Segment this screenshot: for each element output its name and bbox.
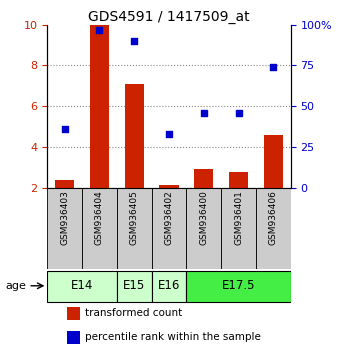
Point (131, 38, 137, 44)
Bar (160, 184, 178, 188)
Bar (186, 271, 291, 302)
Text: GSM936404: GSM936404 (95, 190, 104, 245)
Text: GSM936401: GSM936401 (234, 190, 243, 245)
Text: E16: E16 (158, 279, 180, 292)
Bar (125, 84, 144, 188)
Text: percentile rank within the sample: percentile rank within the sample (85, 332, 261, 342)
Bar (47, 271, 117, 302)
Bar (229, 172, 248, 188)
Bar (117, 188, 152, 269)
Point (62, 126, 67, 132)
Text: GSM936400: GSM936400 (199, 190, 208, 245)
Bar (82, 188, 117, 269)
Text: GSM936402: GSM936402 (165, 190, 173, 245)
Text: E14: E14 (71, 279, 93, 292)
Text: GSM936405: GSM936405 (130, 190, 139, 245)
Text: transformed count: transformed count (85, 308, 182, 318)
Bar (67, 307, 80, 320)
Bar (194, 169, 213, 188)
Bar (264, 135, 283, 188)
Bar (186, 188, 221, 269)
Bar (152, 271, 186, 302)
Bar (152, 188, 186, 269)
Point (97, 27, 102, 33)
Bar (47, 188, 82, 269)
Text: age: age (6, 281, 26, 291)
Bar (256, 188, 291, 269)
Point (271, 64, 276, 70)
Bar (67, 331, 80, 344)
Bar (117, 271, 152, 302)
Text: E15: E15 (123, 279, 145, 292)
Text: E17.5: E17.5 (222, 279, 255, 292)
Point (201, 110, 207, 115)
Bar (221, 188, 256, 269)
Bar (55, 181, 74, 188)
Point (236, 110, 241, 115)
Text: GSM936406: GSM936406 (269, 190, 278, 245)
Text: GSM936403: GSM936403 (60, 190, 69, 245)
Point (166, 131, 172, 137)
Title: GDS4591 / 1417509_at: GDS4591 / 1417509_at (88, 10, 250, 24)
Bar (90, 25, 109, 188)
